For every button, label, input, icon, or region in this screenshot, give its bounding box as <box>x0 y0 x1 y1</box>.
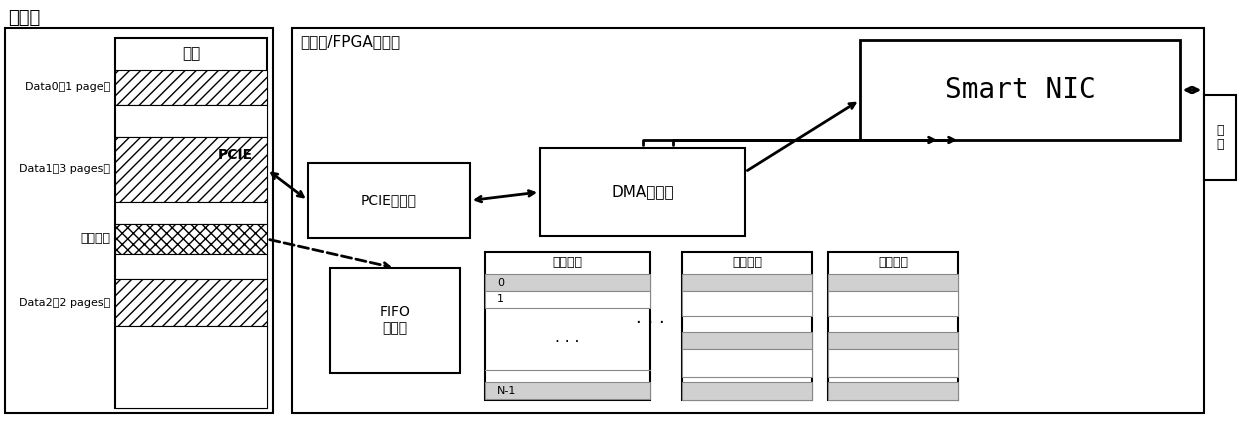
Bar <box>291 28 1204 413</box>
Bar <box>115 326 267 408</box>
Text: . . .: . . . <box>636 309 665 327</box>
Bar <box>828 332 959 349</box>
Text: 描述符表: 描述符表 <box>732 257 763 270</box>
Bar <box>308 163 470 238</box>
Text: 描述符表: 描述符表 <box>553 257 583 270</box>
Text: Data0（1 page）: Data0（1 page） <box>25 82 110 92</box>
Bar <box>1204 95 1236 180</box>
Bar <box>485 274 650 291</box>
Bar <box>115 202 267 224</box>
Text: 主机端: 主机端 <box>7 9 40 27</box>
Bar <box>115 254 267 279</box>
Bar <box>828 252 959 400</box>
Bar <box>115 224 267 254</box>
Text: Smart NIC: Smart NIC <box>945 76 1095 104</box>
Bar <box>115 279 267 326</box>
Bar <box>539 148 745 236</box>
Bar <box>682 349 812 377</box>
Text: 网
络: 网 络 <box>1216 124 1224 151</box>
Text: DMA控制器: DMA控制器 <box>611 184 673 200</box>
Bar <box>682 252 812 400</box>
Bar <box>828 291 959 316</box>
Bar <box>682 382 812 400</box>
Text: Data1（3 pages）: Data1（3 pages） <box>19 165 110 175</box>
Text: FIFO
存储器: FIFO 存储器 <box>379 306 410 335</box>
Bar <box>485 382 650 399</box>
Bar <box>682 332 812 349</box>
Bar <box>828 349 959 377</box>
Text: Data2（2 pages）: Data2（2 pages） <box>19 298 110 308</box>
Bar <box>828 382 959 400</box>
Bar <box>861 40 1180 140</box>
Text: 1: 1 <box>497 295 503 305</box>
Text: N-1: N-1 <box>497 386 516 395</box>
Bar <box>682 291 812 316</box>
Bar <box>485 252 650 400</box>
Bar <box>682 274 812 291</box>
Text: 0: 0 <box>497 278 503 287</box>
Text: PCIE控制器: PCIE控制器 <box>361 194 417 208</box>
Bar <box>115 70 267 105</box>
Bar <box>485 291 650 308</box>
Text: 描述符表: 描述符表 <box>81 233 110 246</box>
Text: 板卡端/FPGA加速卡: 板卡端/FPGA加速卡 <box>300 35 401 49</box>
Text: 描述符表: 描述符表 <box>878 257 908 270</box>
Bar <box>115 38 267 408</box>
Bar <box>5 28 273 413</box>
Text: 主存: 主存 <box>182 46 200 62</box>
Bar <box>115 105 267 137</box>
Bar <box>115 137 267 202</box>
Bar <box>330 268 460 373</box>
Bar <box>828 274 959 291</box>
Text: . . .: . . . <box>556 330 579 344</box>
Text: PCIE: PCIE <box>217 148 253 162</box>
